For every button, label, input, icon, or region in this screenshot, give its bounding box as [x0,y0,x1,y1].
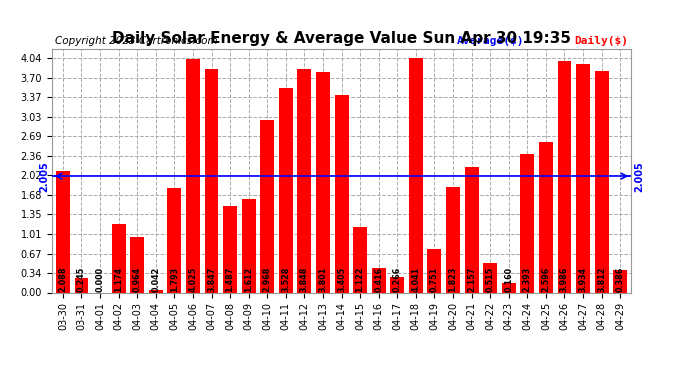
Bar [409,58,423,292]
Bar [56,171,70,292]
Text: 3.528: 3.528 [282,267,290,292]
Bar [75,278,88,292]
Bar [316,72,330,292]
Bar [204,69,219,292]
Bar [446,187,460,292]
Bar [241,199,255,292]
Text: 3.848: 3.848 [300,267,309,292]
Text: 3.986: 3.986 [560,267,569,292]
Bar [428,249,442,292]
Text: 0.266: 0.266 [393,267,402,292]
Bar [391,277,404,292]
Bar [613,270,627,292]
Text: Average($): Average($) [457,36,524,46]
Bar [130,237,144,292]
Text: 1.174: 1.174 [114,267,123,292]
Text: 1.612: 1.612 [244,267,253,292]
Bar [464,167,479,292]
Bar [279,88,293,292]
Text: 3.847: 3.847 [207,267,216,292]
Text: 3.405: 3.405 [337,267,346,292]
Bar [149,290,163,292]
Text: 2.968: 2.968 [263,267,272,292]
Bar [353,227,367,292]
Text: 1.823: 1.823 [448,267,457,292]
Bar [297,69,311,292]
Text: 4.025: 4.025 [188,267,197,292]
Bar [372,268,386,292]
Title: Daily Solar Energy & Average Value Sun Apr 30 19:35: Daily Solar Energy & Average Value Sun A… [112,31,571,46]
Text: 0.386: 0.386 [615,267,624,292]
Text: 2.088: 2.088 [59,266,68,292]
Bar [502,283,515,292]
Text: 0.245: 0.245 [77,267,86,292]
Bar [112,224,126,292]
Bar [260,120,274,292]
Text: 3.812: 3.812 [597,267,606,292]
Bar [576,64,590,292]
Text: Copyright 2023 Cartronics.com: Copyright 2023 Cartronics.com [55,36,217,46]
Bar [186,59,200,292]
Text: 4.041: 4.041 [411,267,420,292]
Text: 1.122: 1.122 [355,267,364,292]
Text: 1.487: 1.487 [226,267,235,292]
Text: 0.751: 0.751 [430,267,439,292]
Text: 0.042: 0.042 [151,267,160,292]
Text: 2.005: 2.005 [39,161,49,192]
Text: 0.160: 0.160 [504,267,513,292]
Text: 0.416: 0.416 [374,267,383,292]
Bar [558,61,571,292]
Text: 1.793: 1.793 [170,267,179,292]
Text: 2.157: 2.157 [467,267,476,292]
Text: 2.005: 2.005 [634,161,644,192]
Bar [520,154,534,292]
Text: 2.596: 2.596 [542,267,551,292]
Text: 0.000: 0.000 [95,267,105,292]
Bar [335,95,348,292]
Text: Daily($): Daily($) [575,36,629,46]
Text: 2.393: 2.393 [523,267,532,292]
Text: 0.964: 0.964 [132,267,141,292]
Bar [168,189,181,292]
Bar [483,262,497,292]
Text: 3.801: 3.801 [319,267,328,292]
Text: 0.515: 0.515 [486,267,495,292]
Bar [223,206,237,292]
Bar [595,71,609,292]
Text: 3.934: 3.934 [578,267,588,292]
Bar [539,142,553,292]
